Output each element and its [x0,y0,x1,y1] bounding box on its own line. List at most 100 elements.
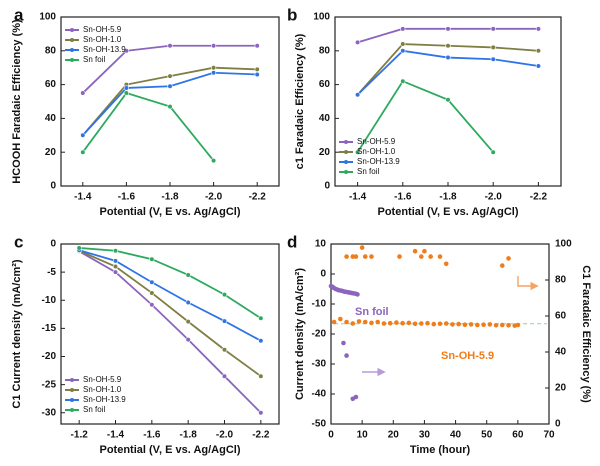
data-point-a-3-1 [123,90,129,96]
y-tick-label-b-5: 100 [313,12,330,23]
y2-tick-label-4: 80 [555,275,567,286]
data-point-d-1-3 [353,394,359,400]
data-point-b-1-2 [445,43,451,49]
x-tick-label-c-5: -2.2 [252,430,270,441]
y-axis-label-d: Current density (mA/cm²) [294,268,306,400]
data-point-d-1-0 [341,340,346,346]
data-point-d-3-9 [422,248,427,254]
annotation-sn-foil: Sn foil [355,306,389,318]
x-tick-label-c-4: -2.0 [216,430,234,441]
x-tick-label-b-2: -1.8 [439,192,457,203]
data-point-a-3-2 [167,103,173,110]
data-point-c-0-5 [258,410,264,416]
x-tick-label-b-3: -2.0 [485,192,503,203]
data-point-a-2-2 [167,83,173,89]
data-point-d-2-21 [462,322,468,328]
data-point-b-2-0 [355,92,361,98]
y-tick-label-d-4: -30 [312,359,327,370]
x-tick-label-a-4: -2.2 [249,192,267,203]
data-point-d-2-13 [412,321,418,327]
data-point-d-3-3 [359,245,365,250]
data-point-b-3-0 [355,149,361,155]
y-tick-label-c-6: -30 [42,407,57,418]
data-point-d-2-5 [362,319,368,325]
legend-label-a-2: Sn-OH-13.9 [83,45,126,54]
data-point-d-2-1 [338,316,343,322]
y-tick-label-d-6: -50 [312,419,327,430]
data-point-d-3-10 [428,254,433,259]
x-tick-label-b-0: -1.4 [349,192,367,203]
legend-marker-a-0 [70,28,74,32]
panel-label-b: b [287,5,297,24]
data-point-d-2-7 [375,319,381,325]
y-tick-label-b-2: 40 [319,113,331,124]
legend-marker-a-1 [70,38,74,42]
data-point-d-2-18 [443,321,449,326]
series-line-a-3 [82,92,215,162]
y-tick-label-d-1: 0 [320,269,326,280]
data-point-d-3-12 [443,261,449,267]
data-point-b-0-1 [400,26,406,32]
data-point-d-2-3 [350,321,356,326]
data-point-d-2-9 [387,320,393,326]
legend-marker-b-3 [344,170,348,174]
x-tick-label-c-2: -1.6 [143,430,161,441]
x-axis-label-c: Potential (V, E vs. Ag/AgCl) [100,444,241,456]
data-point-d-2-22 [468,322,474,327]
data-point-d-3-14 [506,256,511,261]
legend-label-b-2: Sn-OH-13.9 [357,157,400,166]
y-tick-label-b-4: 80 [319,45,331,56]
data-point-d-2-19 [450,322,455,327]
x-tick-label-d-7: 70 [543,430,555,441]
data-point-b-2-2 [445,54,451,61]
data-point-d-2-14 [419,321,424,326]
data-point-d-2-4 [356,319,362,324]
data-point-b-3-3 [490,149,496,155]
data-point-c-3-1 [112,248,119,254]
y2-tick-label-2: 40 [555,347,567,358]
data-point-b-1-3 [490,44,496,51]
y2-tick-label-0: 0 [555,419,561,430]
data-point-a-0-3 [211,43,217,49]
data-point-a-1-2 [167,73,173,79]
data-point-d-1-1 [344,353,349,358]
data-point-d-2-2 [344,319,349,325]
data-point-a-2-1 [123,85,129,91]
x-tick-label-c-0: -1.2 [71,430,89,441]
series-line-c-0 [78,250,262,414]
data-point-c-3-2 [149,256,155,262]
y2-tick-label-3: 60 [555,311,567,322]
data-point-d-3-5 [369,254,374,259]
data-point-a-0-0 [80,90,86,96]
data-point-d-2-6 [369,320,374,326]
data-point-b-0-0 [355,39,361,45]
x-tick-label-a-1: -1.6 [118,192,136,203]
series-line-c-1 [78,249,262,377]
data-point-d-2-15 [425,320,430,326]
data-point-d-2-11 [400,320,405,326]
data-point-d-2-28 [506,323,511,328]
data-point-c-2-3 [185,299,191,306]
data-point-c-3-5 [258,315,264,321]
legend-marker-c-2 [70,398,74,402]
y-axis-label-c: C1 Current density (mA/cm²) [11,259,23,408]
data-point-a-0-2 [167,43,173,49]
y2-axis-label: C1 Faradaic Efficiency (%) [580,265,592,403]
data-point-a-2-0 [80,132,86,138]
data-point-d-2-10 [394,320,399,325]
data-point-d-0-17 [355,292,360,297]
data-point-d-2-24 [481,322,486,328]
x-axis-label-d: Time (hour) [410,444,471,456]
data-point-b-0-4 [535,26,542,32]
legend-marker-a-2 [70,48,74,52]
y-tick-label-a-1: 20 [45,147,57,158]
data-point-b-3-2 [445,97,451,103]
data-point-c-0-1 [112,269,119,275]
panel-label-d: d [287,232,297,251]
legend-marker-c-3 [70,408,74,412]
y-tick-label-c-5: -25 [42,379,57,390]
data-point-d-2-27 [499,322,505,328]
data-point-d-3-11 [437,254,443,259]
